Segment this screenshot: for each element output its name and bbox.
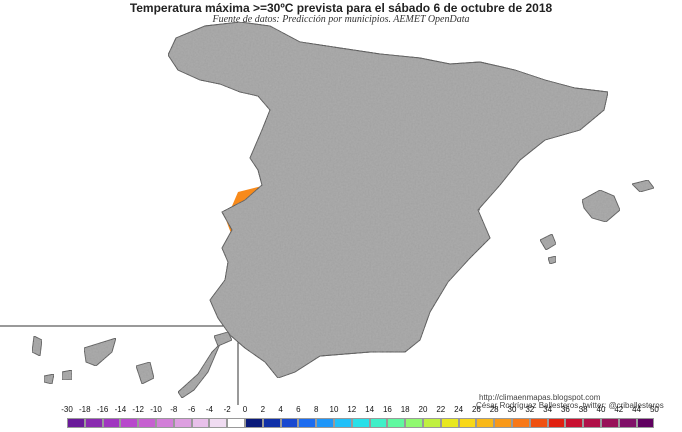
legend-tick-label: 2 <box>260 405 266 414</box>
credit-blog-url: http://climaenmapas.blogspot.com <box>479 393 601 402</box>
map-subtitle: Fuente de datos: Predicción por municipi… <box>212 14 470 25</box>
legend-swatch <box>155 418 174 428</box>
legend-swatch <box>565 418 584 428</box>
legend-tick-label: -30 <box>61 405 73 414</box>
legend-swatch <box>511 418 530 428</box>
legend-tick-label: 50 <box>649 405 659 414</box>
gran-canaria-island <box>135 361 155 385</box>
tenerife-island <box>83 337 117 367</box>
legend-swatch <box>244 418 263 428</box>
legend-swatch <box>227 418 245 428</box>
legend-tick-label: 28 <box>489 405 499 414</box>
legend-tick-label: 14 <box>365 405 375 414</box>
legend-swatch <box>547 418 566 428</box>
el-hierro-island <box>43 373 55 385</box>
legend-swatch <box>84 418 103 428</box>
legend-tick-label: -18 <box>79 405 91 414</box>
legend-swatch <box>618 418 637 428</box>
menorca-island <box>631 179 655 193</box>
la-gomera-island <box>61 369 73 381</box>
legend-swatch <box>191 418 210 428</box>
legend-tick-label: 26 <box>471 405 481 414</box>
legend-tick-label: 24 <box>454 405 464 414</box>
legend-tick-label: -6 <box>188 405 196 414</box>
legend-swatch <box>583 418 601 428</box>
legend-swatch <box>333 418 352 428</box>
legend-swatch <box>476 418 495 428</box>
legend-tick-label: 30 <box>507 405 517 414</box>
legend-swatch <box>351 418 370 428</box>
legend-tick-label: 42 <box>614 405 624 414</box>
legend-tick-label: 34 <box>543 405 553 414</box>
legend-swatch <box>636 418 655 428</box>
legend-swatch <box>298 418 317 428</box>
legend-swatch <box>316 418 334 428</box>
lanzarote-island <box>213 331 233 347</box>
legend-swatch <box>280 418 299 428</box>
map-title: Temperatura máxima >=30ºC prevista para … <box>129 1 553 15</box>
legend-tick-label: 44 <box>632 405 642 414</box>
mallorca-island <box>581 189 621 223</box>
legend-tick-label: -4 <box>205 405 213 414</box>
legend-tick-label: 40 <box>596 405 606 414</box>
legend-tick-label: -12 <box>132 405 144 414</box>
legend-swatch <box>209 418 228 428</box>
legend-tick-label: 22 <box>436 405 446 414</box>
legend-swatch <box>369 418 388 428</box>
coastlines <box>168 22 608 378</box>
legend-swatch <box>600 418 619 428</box>
legend-swatch <box>102 418 121 428</box>
legend-swatch <box>422 418 441 428</box>
legend-tick-label: -2 <box>223 405 231 414</box>
legend-tick-label: 12 <box>347 405 357 414</box>
legend-tick-label: 6 <box>296 405 301 414</box>
legend-tick-label: -14 <box>114 405 127 414</box>
legend-swatch <box>387 418 406 428</box>
legend-tick-label: 36 <box>560 405 570 414</box>
legend-tick-label: 18 <box>400 405 410 414</box>
legend-swatch <box>529 418 548 428</box>
legend-swatch <box>458 418 477 428</box>
legend-swatch <box>262 418 281 428</box>
spain-temperature-map <box>0 0 655 405</box>
legend-tick-label: 20 <box>418 405 428 414</box>
legend-swatch <box>120 418 139 428</box>
legend-swatch <box>67 418 85 428</box>
legend-tick-label: 16 <box>382 405 392 414</box>
legend-swatch <box>440 418 459 428</box>
la-palma-island <box>31 335 43 357</box>
legend-tick-label: 8 <box>313 405 319 414</box>
legend-tick-label: 32 <box>525 405 535 414</box>
legend-tick-label: -10 <box>150 405 162 414</box>
legend-tick-label: 10 <box>329 405 339 414</box>
formentera-island <box>547 255 557 265</box>
fuerteventura-island <box>177 343 221 399</box>
legend-swatch <box>138 418 156 428</box>
legend-tick-label: 0 <box>242 405 248 414</box>
legend-tick-label: 4 <box>278 405 283 414</box>
ibiza-island <box>539 233 557 251</box>
legend-tick-label: -16 <box>96 405 109 414</box>
legend-swatches <box>67 418 655 428</box>
legend-swatch <box>494 418 512 428</box>
credit-author: César Rodríguez Ballesteros, twitter: @c… <box>476 401 664 410</box>
legend-tick-label: 38 <box>578 405 588 414</box>
legend-tick-label: -8 <box>170 405 178 414</box>
temperature-legend: -30 -18 -16 -14 -12 -10 -8 -6 -4 -2 0 2 4 6 8 10 12 14 16 1… <box>0 405 682 432</box>
legend-swatch <box>405 418 423 428</box>
legend-swatch <box>173 418 192 428</box>
